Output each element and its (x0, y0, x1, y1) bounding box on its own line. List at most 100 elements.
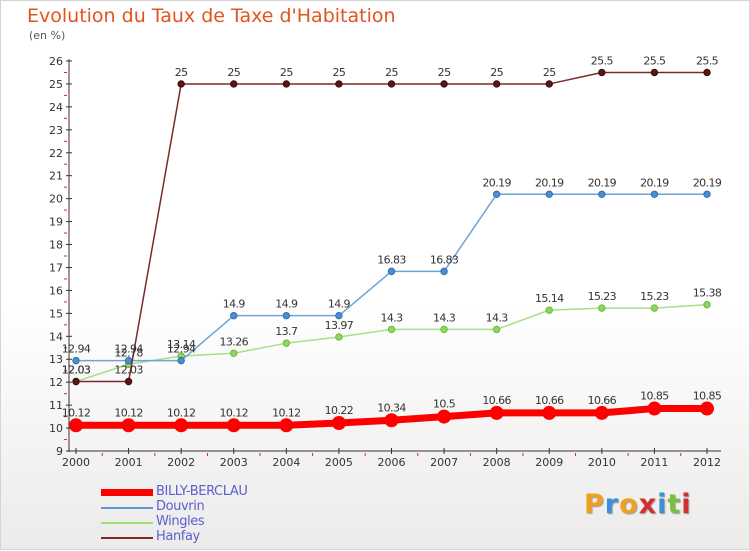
data-label: 10.12 (167, 406, 196, 419)
data-label: 16.83 (430, 253, 459, 266)
data-point[interactable] (230, 80, 238, 88)
data-point[interactable] (124, 377, 133, 386)
y-tick-labels: 9 10 11 12 13 14 15 16 17 18 19 20 21 22 23 24 25 26 (49, 55, 63, 458)
x-tick-label: 2008 (483, 456, 511, 469)
y-tick-label: 9 (56, 445, 63, 458)
data-point[interactable] (594, 405, 609, 420)
data-point[interactable] (440, 325, 448, 334)
data-point[interactable] (226, 418, 241, 433)
x-tick-label: 2012 (693, 456, 721, 469)
y-tick-label: 26 (49, 55, 63, 68)
data-label: 12.94 (167, 343, 196, 356)
y-tick-label: 16 (49, 284, 63, 297)
data-point[interactable] (437, 409, 452, 424)
x-tick-labels: 2000 2001 2002 2003 2004 2005 2006 2007 2008 2009… (62, 456, 721, 469)
data-point[interactable] (282, 339, 291, 347)
data-point[interactable] (335, 80, 343, 88)
chart-title: Evolution du Taux de Taxe d'Habitation (27, 5, 396, 27)
data-label: 13.14 (167, 338, 196, 351)
data-label: 25.5 (643, 54, 666, 67)
data-point[interactable] (331, 416, 346, 431)
data-point[interactable] (335, 333, 343, 341)
data-point[interactable] (121, 418, 136, 433)
data-point[interactable] (598, 68, 606, 77)
data-label: 14.9 (328, 298, 351, 311)
proxiti-logo: Proxiti (584, 489, 692, 520)
data-point[interactable] (230, 349, 238, 357)
data-point[interactable] (384, 413, 399, 428)
data-point[interactable] (387, 80, 396, 88)
data-label: 25 (438, 66, 451, 79)
x-tick-label: 2000 (62, 456, 90, 469)
data-point[interactable] (72, 356, 80, 365)
data-point[interactable] (545, 306, 553, 314)
x-tick-label: 2003 (220, 456, 248, 469)
data-point[interactable] (650, 304, 659, 312)
data-point[interactable] (700, 401, 714, 416)
series-layer (69, 68, 714, 433)
data-point[interactable] (703, 68, 711, 77)
y-tick-label: 14 (49, 330, 63, 343)
y-tick-label: 25 (49, 78, 63, 91)
data-label: 10.22 (325, 404, 354, 417)
legend-swatch (101, 507, 153, 509)
data-point[interactable] (387, 325, 396, 334)
data-label: 14.3 (486, 311, 509, 324)
data-point[interactable] (703, 300, 711, 309)
data-label: 10.66 (535, 394, 564, 407)
data-label: 20.19 (535, 176, 564, 189)
series-line (76, 193, 707, 362)
y-tick-label: 22 (49, 147, 63, 160)
data-label: 15.23 (640, 290, 669, 303)
data-label: 15.14 (535, 292, 564, 305)
data-point[interactable] (440, 80, 448, 88)
data-point[interactable] (545, 80, 553, 88)
legend-swatch (101, 522, 153, 524)
y-tick-label: 21 (49, 170, 63, 183)
data-point[interactable] (72, 377, 80, 386)
data-label: 12.94 (114, 343, 143, 356)
data-point[interactable] (703, 190, 711, 198)
data-point[interactable] (69, 418, 83, 433)
data-label: 20.19 (482, 176, 511, 189)
data-label: 15.23 (588, 290, 617, 303)
data-point[interactable] (647, 401, 662, 416)
data-point[interactable] (598, 304, 606, 312)
axes (64, 59, 721, 456)
data-point[interactable] (177, 356, 185, 365)
data-point[interactable] (650, 68, 659, 77)
data-point[interactable] (177, 80, 185, 88)
y-tick-label: 24 (49, 101, 63, 114)
data-label: 25 (227, 66, 240, 79)
data-point[interactable] (335, 311, 343, 320)
data-label: 10.12 (62, 406, 91, 419)
legend-swatch (101, 489, 153, 496)
data-label: 25 (385, 66, 398, 79)
data-point[interactable] (230, 311, 238, 320)
data-label: 14.9 (223, 298, 246, 311)
data-label: 25 (280, 66, 293, 79)
data-point[interactable] (492, 190, 501, 198)
data-point[interactable] (542, 405, 557, 420)
series-douvrin (72, 190, 711, 365)
data-point[interactable] (545, 190, 553, 198)
data-label: 10.5 (433, 398, 456, 411)
data-point[interactable] (492, 325, 501, 334)
y-tick-label: 19 (49, 216, 63, 229)
data-point[interactable] (650, 190, 659, 198)
data-label: 10.85 (640, 390, 669, 403)
data-label: 13.7 (275, 325, 298, 338)
logo-letter: i (657, 489, 668, 520)
data-point[interactable] (489, 405, 504, 420)
x-tick-label: 2001 (115, 456, 143, 469)
data-point[interactable] (282, 80, 291, 88)
data-point[interactable] (492, 80, 501, 88)
data-point[interactable] (387, 267, 396, 276)
data-point[interactable] (279, 418, 294, 433)
data-point[interactable] (174, 418, 189, 433)
data-point[interactable] (282, 311, 291, 320)
logo-letter: P (584, 489, 605, 520)
y-tick-label: 12 (49, 376, 63, 389)
data-point[interactable] (440, 267, 448, 276)
data-point[interactable] (598, 190, 606, 198)
